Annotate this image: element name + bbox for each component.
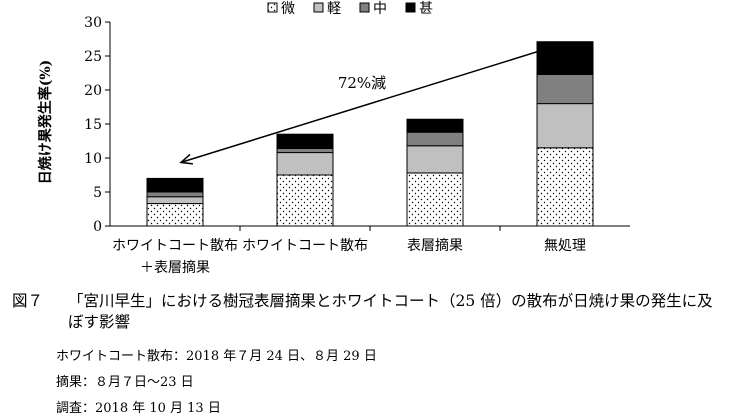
bar-segment-微 xyxy=(276,174,334,227)
bar-segment-軽 xyxy=(406,145,464,174)
y-tick-label: 10 xyxy=(84,151,102,167)
bar-segment-中 xyxy=(276,147,334,154)
legend: 微軽中甚 xyxy=(267,1,433,17)
bar-segment-軽 xyxy=(146,196,204,205)
plot-area: 0 5 10 15 20 25 30 ホワイトコート散布 ＋表層摘果 ホワイトコート散布 表層摘果 無… xyxy=(84,15,630,276)
note-survey-date: 調査：2018 年 10 月 13 日 xyxy=(56,401,221,416)
bar-segment-甚 xyxy=(146,177,204,193)
bar-segment-微 xyxy=(146,203,204,227)
note-thinning-dates: 摘果：８月７日～23 日 xyxy=(56,375,194,390)
bar-segment-中 xyxy=(406,131,464,147)
legend-label-中: 中 xyxy=(373,1,387,17)
bar-segment-中 xyxy=(536,73,594,105)
legend-label-甚: 甚 xyxy=(419,1,433,17)
y-tick-label: 20 xyxy=(84,83,102,99)
legend-swatch-中 xyxy=(359,2,370,13)
legend-label-微: 微 xyxy=(281,1,295,17)
figure-number: 図７ xyxy=(12,292,44,310)
bar-segment-軽 xyxy=(276,152,334,176)
bar-segment-中 xyxy=(146,191,204,198)
note-whitecoat-dates: ホワイトコート散布：2018 年７月 24 日、８月 29 日 xyxy=(56,349,377,364)
x-tick-label: 表層摘果 xyxy=(407,237,463,254)
legend-swatch-軽 xyxy=(313,2,324,13)
bar-segment-微 xyxy=(536,147,594,227)
bar-segment-甚 xyxy=(536,41,594,75)
y-axis-label: 日焼け果発生率(%) xyxy=(37,60,54,185)
bar-segment-軽 xyxy=(536,103,594,149)
reduction-annotation: 72%減 xyxy=(338,74,386,92)
stacked-bar-chart: 微 軽 中 甚 0 5 10 15 20 25 30 ホワイトコート散布 ＋表層摘果 ホワイトコート散布… xyxy=(37,1,630,276)
reduction-arrow-head xyxy=(179,153,194,165)
figure-caption: 図７ 「宮川早生」における樹冠表層摘果とホワイトコート（25 倍）の散布が日焼け… xyxy=(12,291,724,331)
bar-segment-微 xyxy=(406,172,464,227)
bar-segment-甚 xyxy=(406,118,464,133)
x-tick-label: 無処理 xyxy=(544,238,586,254)
y-tick-label: 0 xyxy=(93,219,102,235)
bar-segment-甚 xyxy=(276,133,334,149)
legend-swatch-甚 xyxy=(405,2,416,13)
y-tick-label: 15 xyxy=(84,117,102,133)
x-tick-label: ＋表層摘果 xyxy=(140,259,210,276)
legend-swatch-微 xyxy=(267,2,278,13)
y-tick-label: 5 xyxy=(93,185,102,201)
y-tick-label: 30 xyxy=(84,15,102,31)
x-tick-label: ホワイトコート散布 xyxy=(112,238,238,254)
legend-label-軽: 軽 xyxy=(327,1,341,17)
reduction-arrow-line xyxy=(180,43,564,164)
x-tick-label: ホワイトコート散布 xyxy=(242,238,368,254)
figure-title: 「宮川早生」における樹冠表層摘果とホワイトコート（25 倍）の散布が日焼け果の発… xyxy=(68,292,713,331)
y-tick-label: 25 xyxy=(84,49,102,65)
